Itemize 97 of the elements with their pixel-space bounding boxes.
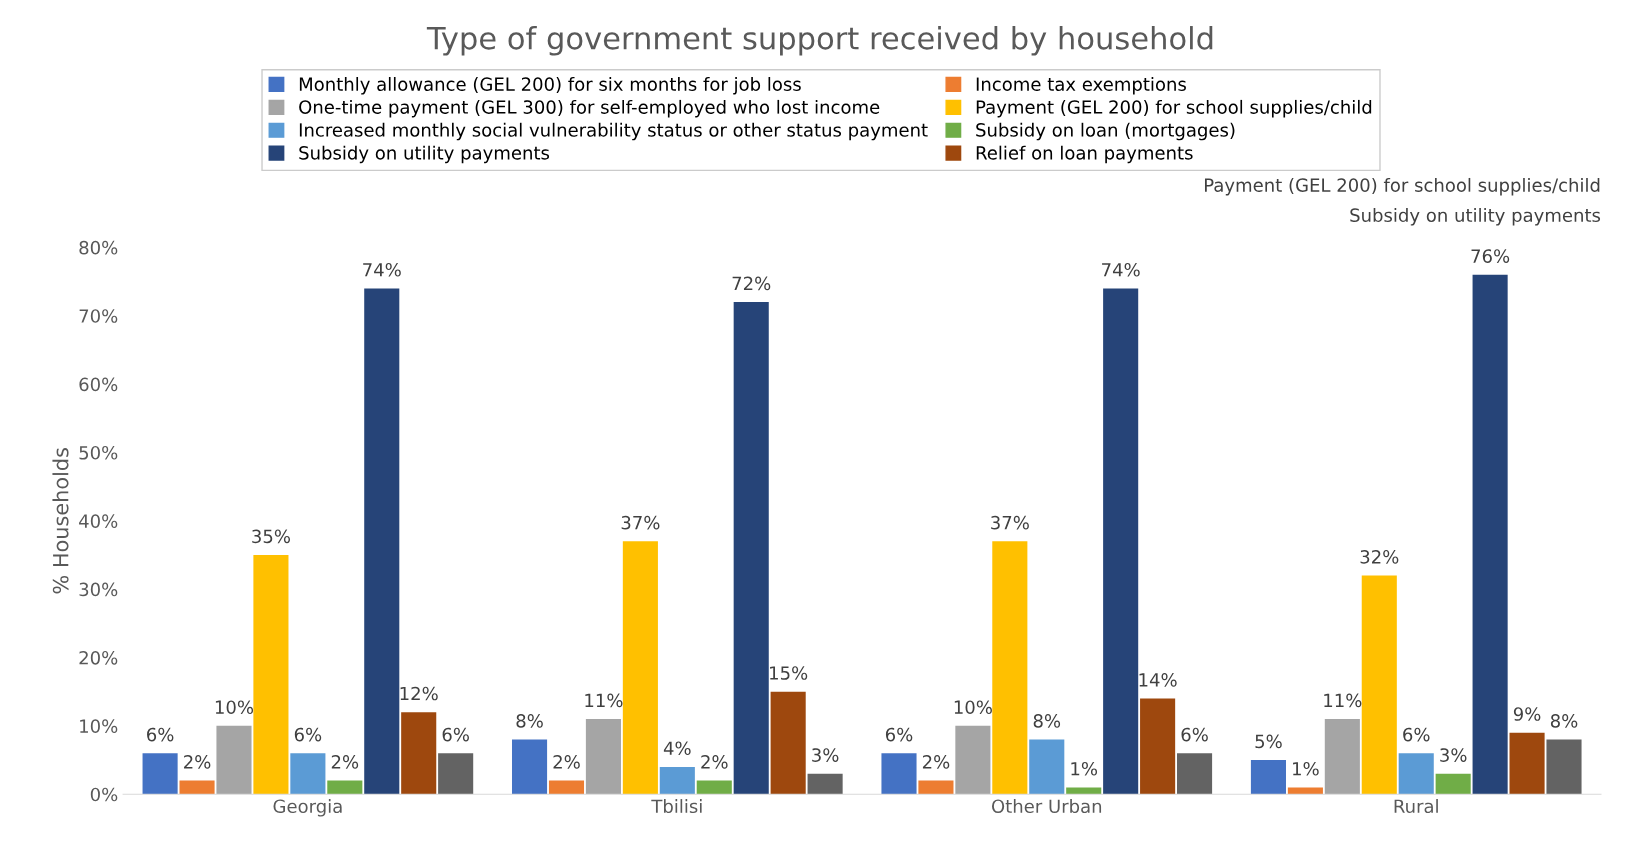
data-label: 2% — [553, 755, 580, 769]
data-label: 3% — [1440, 748, 1467, 762]
y-tick-label: 0% — [90, 787, 118, 802]
bar — [696, 780, 732, 795]
bar — [1324, 719, 1360, 795]
data-label: 8% — [1033, 714, 1061, 728]
bar — [1472, 274, 1508, 795]
bar — [1250, 760, 1286, 795]
data-label: 2% — [184, 755, 211, 769]
bar — [1546, 739, 1582, 795]
legend-label: Increased monthly social vulnerability status or other status payment — [299, 122, 928, 141]
data-label: 1% — [1293, 761, 1319, 776]
text: Payment (GEL 200) for school supplies/child — [1204, 177, 1600, 196]
y-tick-label: 80% — [79, 240, 118, 255]
data-label: 4% — [663, 741, 691, 756]
legend-label: Monthly allowance (GEL 200) for six months for job loss — [299, 77, 801, 95]
bar — [142, 753, 178, 795]
bar — [1287, 787, 1323, 795]
bar — [1029, 739, 1065, 795]
bar — [216, 725, 252, 795]
bar — [512, 739, 548, 795]
bar — [1361, 575, 1397, 795]
y-tick-label: 10% — [80, 719, 118, 733]
bar — [659, 766, 695, 795]
y-tick-label: 30% — [79, 582, 118, 597]
chart-title: Type of government support received by household — [426, 26, 1213, 56]
legend-label: One-time payment (GEL 300) for self-employed who lost income — [299, 99, 880, 118]
data-label: 6% — [885, 727, 913, 742]
text: Subsidy on utility payments — [1350, 208, 1601, 226]
bar — [585, 719, 621, 795]
x-tick-label: Other Urban — [991, 799, 1102, 814]
bar — [770, 691, 806, 795]
legend-label: Subsidy on loan (mortgages) — [976, 122, 1235, 141]
data-label: 8% — [1550, 714, 1578, 728]
x-tick-label: Georgia — [273, 799, 342, 817]
data-label: 72% — [732, 276, 771, 291]
data-label: 2% — [922, 755, 950, 769]
x-tick-label: Rural — [1394, 799, 1438, 814]
y-axis-title: % Households — [52, 448, 69, 594]
bar — [548, 780, 585, 795]
data-label: 15% — [770, 666, 808, 680]
data-label: 3% — [812, 748, 839, 762]
data-label: 10% — [954, 700, 992, 715]
legend-label: Relief on loan payments — [976, 145, 1193, 164]
x-tick-label: Tbilisi — [651, 799, 702, 814]
bar — [807, 773, 843, 795]
data-label: 37% — [991, 515, 1029, 530]
legend-label: Income tax exemptions — [976, 77, 1186, 95]
bar — [1066, 787, 1102, 795]
data-label: 11% — [1324, 693, 1362, 708]
legend-label: Payment (GEL 200) for school supplies/child — [976, 99, 1372, 118]
y-tick-label: 60% — [79, 377, 118, 392]
bar — [918, 780, 954, 795]
data-label: 74% — [1102, 262, 1140, 277]
data-label: 35% — [252, 529, 290, 544]
bar — [179, 780, 215, 795]
legend-label: Subsidy on utility payments — [299, 145, 550, 164]
data-label: 6% — [294, 727, 322, 742]
data-label: 2% — [331, 755, 359, 769]
data-label: 5% — [1255, 734, 1282, 749]
bar — [364, 288, 400, 795]
bar — [955, 725, 991, 795]
y-tick-label: 50% — [79, 445, 118, 460]
data-label: 8% — [516, 714, 543, 728]
bar — [1103, 288, 1139, 795]
data-label: 10% — [215, 700, 254, 715]
bar — [290, 753, 326, 795]
bar — [1177, 753, 1213, 795]
data-label: 2% — [701, 755, 728, 769]
bar — [327, 780, 363, 795]
data-label: 9% — [1513, 707, 1541, 721]
bar — [1509, 732, 1545, 795]
data-label: 6% — [1403, 727, 1430, 742]
data-label: 14% — [1139, 673, 1177, 687]
bar — [992, 541, 1028, 795]
bar — [1398, 753, 1434, 795]
data-label: 6% — [442, 727, 469, 742]
bar — [1435, 773, 1471, 795]
data-label: 1% — [1071, 761, 1098, 776]
y-tick-label: 40% — [79, 514, 118, 528]
bar — [438, 753, 474, 795]
data-label: 11% — [585, 693, 623, 708]
data-label: 6% — [1181, 727, 1208, 742]
y-tick-label: 20% — [79, 650, 118, 665]
bar — [253, 554, 289, 795]
bar — [733, 302, 769, 795]
data-label: 6% — [147, 727, 174, 742]
data-label: 37% — [621, 515, 660, 530]
data-label: 76% — [1471, 249, 1510, 263]
data-label: 74% — [363, 262, 401, 277]
bar — [401, 712, 437, 795]
bar — [622, 541, 658, 795]
bar — [881, 753, 917, 795]
bar — [1140, 698, 1176, 795]
data-label: 12% — [400, 686, 438, 701]
y-tick-label: 70% — [79, 309, 118, 323]
data-label: 32% — [1360, 550, 1399, 564]
